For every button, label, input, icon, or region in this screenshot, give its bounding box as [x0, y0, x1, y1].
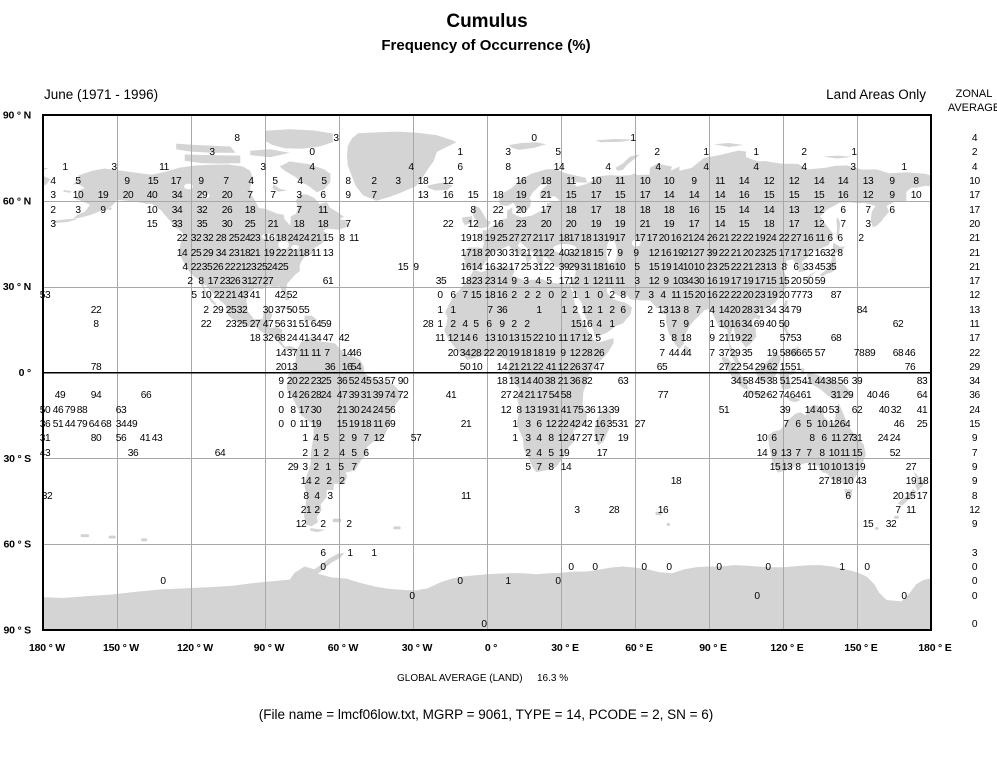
svg-text:150 ° W: 150 ° W	[103, 642, 139, 654]
svg-text:0: 0	[481, 619, 487, 630]
svg-text:30 ° W: 30 ° W	[402, 642, 433, 654]
svg-text:0 °: 0 °	[485, 642, 497, 654]
svg-text:90 ° S: 90 ° S	[3, 625, 31, 637]
svg-text:90 ° W: 90 ° W	[254, 642, 285, 654]
svg-text:180 ° E: 180 ° E	[918, 642, 951, 654]
svg-text:000: 000	[409, 591, 907, 602]
svg-text:June (1971 - 1996): June (1971 - 1996)	[44, 87, 158, 102]
svg-text:AVERAGE: AVERAGE	[948, 102, 997, 114]
svg-text:0 °: 0 °	[19, 367, 31, 379]
svg-text:60 ° S: 60 ° S	[3, 539, 31, 551]
svg-text:60 ° N: 60 ° N	[3, 195, 31, 207]
svg-text:60 ° W: 60 ° W	[328, 642, 359, 654]
svg-text:GLOBAL AVERAGE (LAND): GLOBAL AVERAGE (LAND)	[397, 673, 523, 684]
svg-text:(File name = lmcf06low.txt, MG: (File name = lmcf06low.txt, MGRP = 9061,…	[259, 707, 714, 722]
svg-text:180 ° W: 180 ° W	[29, 642, 65, 654]
svg-text:60 ° E: 60 ° E	[625, 642, 653, 654]
svg-text:Land Areas Only: Land Areas Only	[826, 87, 926, 102]
svg-text:Frequency of Occurrence (%): Frequency of Occurrence (%)	[381, 37, 590, 54]
svg-text:90 ° N: 90 ° N	[3, 110, 31, 122]
svg-text:ZONAL: ZONAL	[956, 88, 993, 100]
svg-text:30 ° N: 30 ° N	[3, 281, 31, 293]
svg-text:90 ° E: 90 ° E	[699, 642, 727, 654]
svg-text:150 ° E: 150 ° E	[844, 642, 877, 654]
svg-text:30 ° E: 30 ° E	[551, 642, 579, 654]
svg-text:120 ° E: 120 ° E	[770, 642, 803, 654]
svg-text:30 ° S: 30 ° S	[3, 453, 31, 465]
svg-text:611: 611	[320, 548, 377, 559]
svg-text:16.3 %: 16.3 %	[537, 673, 568, 684]
svg-text:Cumulus: Cumulus	[446, 11, 527, 32]
svg-text:120 ° W: 120 ° W	[177, 642, 213, 654]
